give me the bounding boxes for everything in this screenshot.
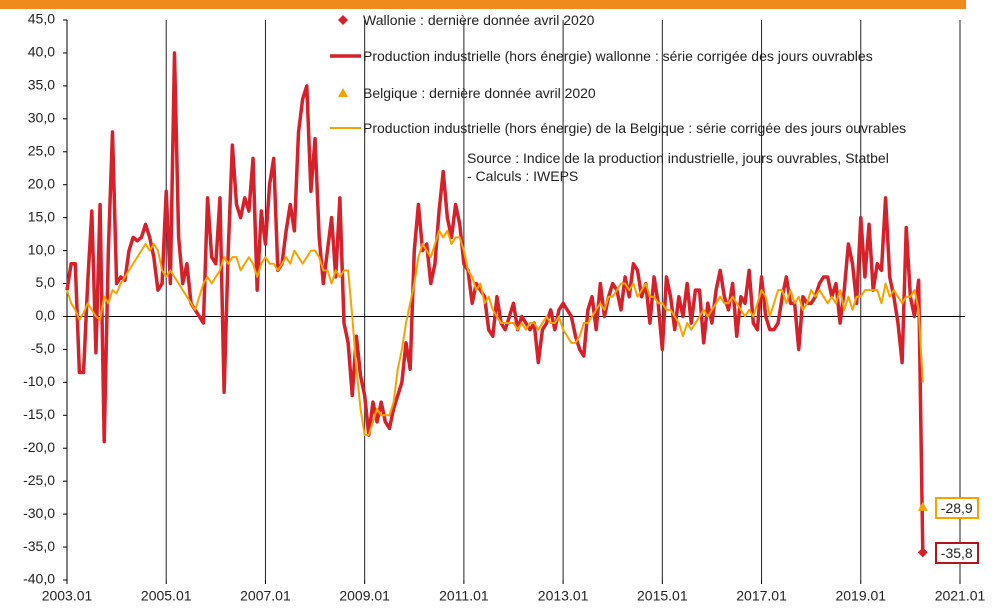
x-tick-label: 2017.01 — [736, 588, 787, 604]
annotation: Source : Indice de la production industr… — [467, 150, 889, 166]
legend-label: Production industrielle (hors énergie) d… — [363, 120, 907, 136]
data-label: -35,8 — [934, 542, 979, 565]
marker-triangle — [917, 501, 928, 511]
legend-label: Wallonie : dernière donnée avril 2020 — [363, 12, 595, 28]
x-tick-label: 2019.01 — [835, 588, 886, 604]
y-tick-label: -40,0 — [23, 571, 55, 587]
y-tick-label: -30,0 — [23, 505, 55, 521]
x-tick-label: 2021.01 — [935, 588, 986, 604]
y-tick-label: -35,0 — [23, 538, 55, 554]
y-tick-label: -15,0 — [23, 406, 55, 422]
y-tick-label: 30,0 — [28, 110, 55, 126]
y-tick-label: -20,0 — [23, 439, 55, 455]
legend-label: Belgique : dernière donnée avril 2020 — [363, 85, 596, 101]
data-label: -28,9 — [934, 496, 979, 519]
x-tick-label: 2003.01 — [42, 588, 93, 604]
marker-triangle — [338, 88, 348, 97]
series-line — [65, 51, 925, 553]
y-tick-label: 5,0 — [36, 274, 56, 290]
y-tick-label: 35,0 — [28, 77, 55, 93]
annotation: - Calculs : IWEPS — [467, 168, 579, 184]
x-tick-label: 2015.01 — [637, 588, 688, 604]
y-tick-label: -5,0 — [31, 340, 55, 356]
series-line — [66, 229, 924, 437]
y-tick-label: 20,0 — [28, 175, 55, 191]
y-tick-label: -10,0 — [23, 373, 55, 389]
y-tick-label: 10,0 — [28, 241, 55, 257]
y-tick-label: 0,0 — [36, 307, 56, 323]
marker-diamond — [338, 15, 348, 25]
x-tick-label: 2013.01 — [538, 588, 589, 604]
x-tick-label: 2007.01 — [240, 588, 291, 604]
legend-label: Production industrielle (hors énergie) w… — [363, 48, 873, 64]
header-bar — [0, 0, 966, 9]
y-tick-label: 25,0 — [28, 142, 55, 158]
x-tick-label: 2009.01 — [339, 588, 390, 604]
y-tick-label: 15,0 — [28, 208, 55, 224]
y-tick-label: -25,0 — [23, 472, 55, 488]
x-tick-label: 2005.01 — [141, 588, 192, 604]
y-tick-label: 40,0 — [28, 44, 55, 60]
y-tick-label: 45,0 — [28, 11, 55, 27]
x-tick-label: 2011.01 — [439, 588, 489, 604]
